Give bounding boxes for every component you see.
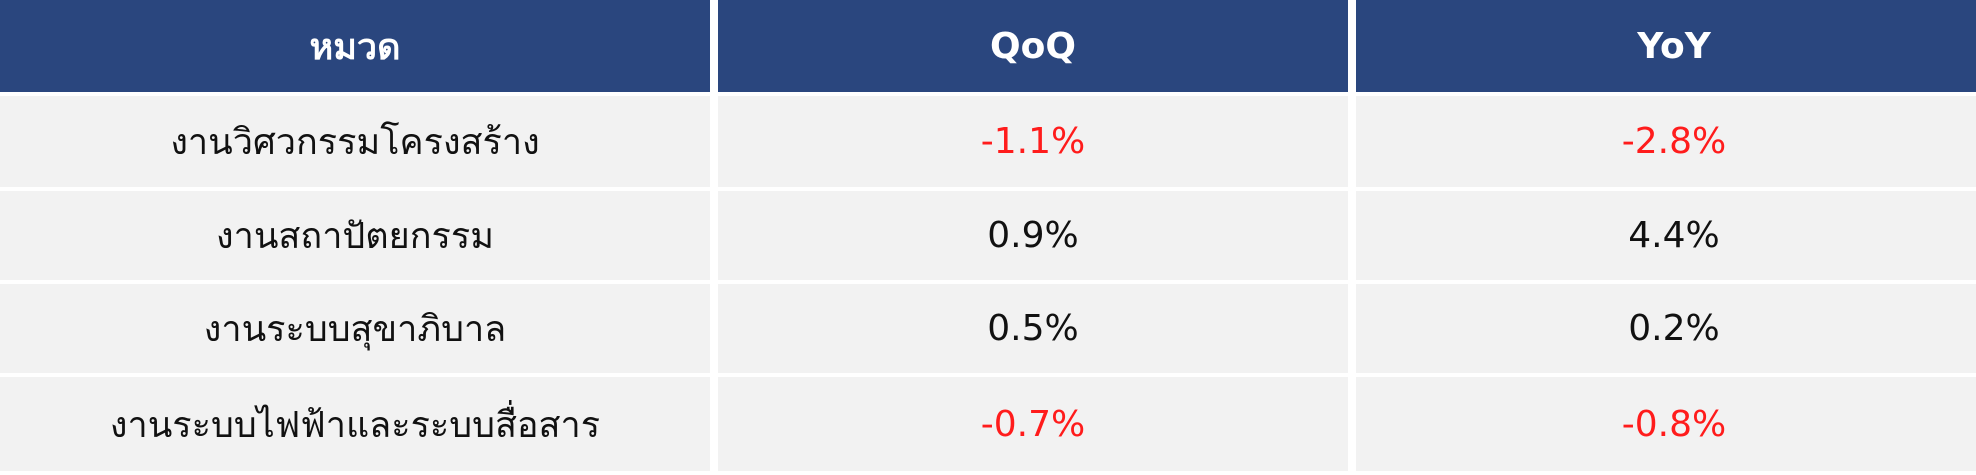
row-1-category: งานวิศวกรรมโครงสร้าง [0, 96, 710, 187]
row-1-yoy: -2.8% [1356, 96, 1976, 187]
row-3-yoy: 0.2% [1356, 284, 1976, 373]
row-3-qoq: 0.5% [718, 284, 1348, 373]
row-1-qoq: -1.1% [718, 96, 1348, 187]
row-4-qoq: -0.7% [718, 377, 1348, 471]
header-qoq: QoQ [718, 0, 1348, 92]
header-category: หมวด [0, 0, 710, 92]
row-2-category: งานสถาปัตยกรรม [0, 191, 710, 280]
row-4-yoy: -0.8% [1356, 377, 1976, 471]
row-2-yoy: 4.4% [1356, 191, 1976, 280]
row-3-category: งานระบบสุขาภิบาล [0, 284, 710, 373]
header-yoy: YoY [1356, 0, 1976, 92]
row-4-category: งานระบบไฟฟ้าและระบบสื่อสาร [0, 377, 710, 471]
row-2-qoq: 0.9% [718, 191, 1348, 280]
